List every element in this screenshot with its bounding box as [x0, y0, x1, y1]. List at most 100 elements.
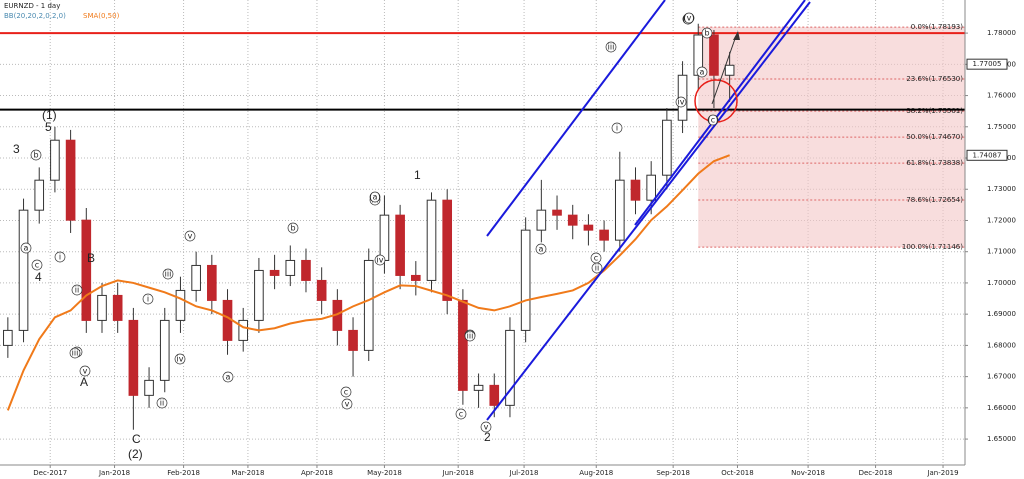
candle-body [724, 64, 735, 76]
candle-body [473, 384, 484, 391]
candle-body [238, 319, 249, 341]
wave-circle [20, 242, 32, 254]
y-tick-label: 1.78000 [987, 29, 1016, 37]
wave-label: ii [160, 399, 164, 408]
wave-label: a [700, 68, 705, 77]
y-tick-label: 1.70000 [987, 279, 1016, 287]
candle-body [426, 199, 437, 281]
wave-label: v [484, 423, 489, 432]
wave-label: i [616, 124, 618, 133]
fib-label: 78.6%(1.72654) [906, 196, 963, 204]
wave-label: iv [377, 256, 384, 265]
sma-line [6, 154, 730, 411]
wave-label: ii [75, 286, 79, 295]
candle-body [442, 199, 453, 301]
x-tick-label: Apr-2018 [301, 469, 333, 477]
x-tick-label: Mar-2018 [231, 469, 264, 477]
wave-circle [71, 284, 83, 296]
wave-circle [480, 421, 492, 433]
fib-label: 0.0%(1.78193) [911, 23, 963, 31]
wave-circle [696, 66, 708, 78]
wave-circle [156, 397, 168, 409]
candle-body [112, 294, 123, 321]
candle-body [410, 274, 421, 281]
wave-circle [174, 353, 186, 365]
fib-label: 23.6%(1.76530) [906, 75, 963, 83]
candle-body [301, 259, 311, 281]
wave-label: v [83, 367, 88, 376]
wave-circle [683, 12, 695, 24]
wave-circle [79, 365, 91, 377]
arrow-head [733, 31, 740, 40]
candle-body [348, 329, 358, 351]
wave-label: iii [608, 43, 615, 52]
wave-circle [54, 251, 66, 263]
fibonacci: 0.0%(1.78193) 23.6%(1.76530) 38.2%(1.75501… [698, 23, 965, 251]
candle-body [395, 214, 405, 276]
wave-label: i [147, 295, 149, 304]
wave-circle [605, 41, 617, 53]
candle-body [567, 214, 578, 226]
candle-body [599, 229, 609, 241]
wave-label: 2 [484, 430, 491, 444]
candle-body [505, 329, 515, 406]
wave-label: 1 [414, 168, 421, 182]
x-tick-label: Jan-2018 [98, 469, 130, 477]
wave-label: a [539, 245, 544, 254]
candle-body [583, 224, 594, 231]
fib-label: 38.2%(1.75501) [906, 107, 963, 115]
indicator-label: BB(20,20,2,0,2,0) [4, 12, 66, 20]
wave-label: iii [467, 332, 474, 341]
fib-label: 50.0%(1.74670) [906, 133, 963, 141]
candle-body [144, 379, 154, 396]
candle-body [316, 279, 327, 301]
price-axis-bg [965, 0, 1024, 479]
wave-label: (2) [128, 447, 143, 461]
wave-label: i [59, 253, 61, 262]
candle-body [379, 214, 390, 261]
candle-body [630, 179, 641, 201]
x-tick-label: Jun-2018 [442, 469, 474, 477]
wave-label: iv [678, 98, 685, 107]
wave-label: b [33, 151, 38, 160]
wave-label: iii [72, 349, 79, 358]
candle-body [81, 219, 92, 321]
price-tag [966, 149, 1008, 161]
wave-circle [31, 259, 43, 271]
fib-label: 100.0%(1.71146) [902, 243, 963, 251]
candle-body [363, 259, 374, 351]
wave-label: (v) [684, 14, 695, 23]
wave-circle [369, 191, 381, 203]
x-tick-label: Dec-2018 [859, 469, 893, 477]
candle-body [254, 269, 264, 321]
wave-label: iv [177, 355, 184, 364]
chart-title: EURNZD - 1 day [4, 2, 60, 10]
y-tick-label: 1.71000 [987, 248, 1016, 256]
price-tag-label: 1.77005 [973, 60, 1002, 68]
price-tag-label: 1.74087 [973, 151, 1002, 159]
wave-circle [340, 386, 352, 398]
x-tick-label: Sep-2018 [656, 469, 690, 477]
candle-body [97, 294, 107, 321]
wave-circle [184, 230, 196, 242]
wave-circle [287, 222, 299, 234]
wave-label: b [290, 224, 295, 233]
candle-body [646, 174, 656, 201]
wave-circle [675, 96, 687, 108]
channel-line [486, 1, 811, 421]
y-tick-label: 1.72000 [987, 216, 1016, 224]
y-tick-label: 1.76000 [987, 92, 1016, 100]
candle-body [191, 264, 201, 291]
wave-label: c [344, 388, 348, 397]
x-tick-label: Jul-2018 [509, 469, 539, 477]
wave-circle [30, 149, 42, 161]
x-tick-label: Aug-2018 [579, 469, 613, 477]
wave-label: (c) [708, 116, 719, 125]
wave-circle [464, 330, 476, 342]
wave-label: iii [165, 270, 172, 279]
wave-label: ii [595, 264, 599, 273]
wave-label: c [594, 254, 598, 263]
candle-body [34, 179, 45, 211]
wave-label: b [704, 29, 709, 38]
